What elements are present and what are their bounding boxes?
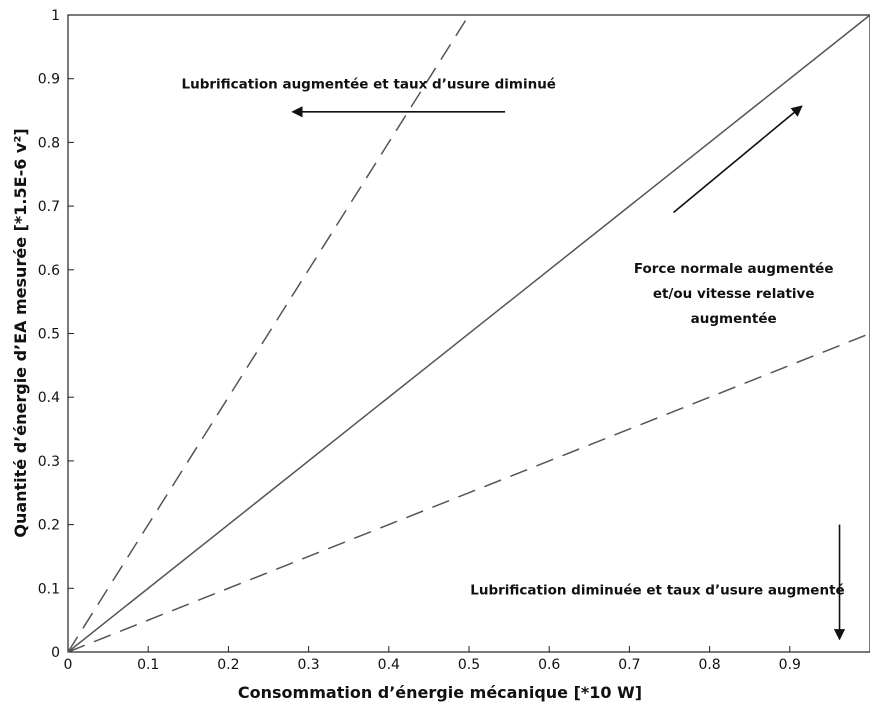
x-axis: 0 0.1 0.2 0.3 0.4 0.5 0.6 0.7 0.8 0.9 bbox=[64, 646, 801, 673]
dashed-series-line bbox=[67, 332, 870, 653]
x-tick-label: 0.7 bbox=[618, 657, 640, 673]
arrow bbox=[672, 105, 803, 214]
annotation-line: Lubrification diminuée et taux d’usure a… bbox=[470, 583, 844, 599]
y-axis-label: Quantité d’énergie d’EA mesurée [*1.5E-6… bbox=[11, 128, 30, 537]
annotation-line: et/ou vitesse relative bbox=[653, 286, 815, 302]
y-tick-label: 0.9 bbox=[38, 72, 60, 88]
annotation-line: Force normale augmentée bbox=[634, 261, 834, 277]
y-tick-label: 0.8 bbox=[38, 135, 60, 151]
annotation-text: Lubrification augmentée et taux d’usure … bbox=[182, 76, 556, 92]
y-tick-label: 0.7 bbox=[38, 199, 60, 215]
y-tick-label: 0.3 bbox=[38, 454, 60, 470]
y-tick-label: 1 bbox=[51, 8, 60, 24]
x-tick-label: 0 bbox=[64, 657, 73, 673]
y-tick-label: 0.5 bbox=[38, 327, 60, 343]
x-tick-label: 0.3 bbox=[297, 657, 319, 673]
y-tick-label: 0.6 bbox=[38, 263, 60, 279]
x-tick-label: 0.2 bbox=[217, 657, 239, 673]
y-tick-label: 0.1 bbox=[38, 581, 60, 597]
annotation-text: Force normale augmentée et/ou vitesse rel… bbox=[634, 261, 834, 327]
annotation-layer: Lubrification augmentée et taux d’usure … bbox=[182, 76, 845, 598]
y-tick-label: 0.4 bbox=[38, 390, 60, 406]
y-tick-label: 0 bbox=[51, 645, 60, 661]
x-tick-label: 0.9 bbox=[779, 657, 801, 673]
annotation-line: augmentée bbox=[691, 311, 777, 327]
x-tick-label: 0.6 bbox=[538, 657, 560, 673]
y-axis: 0 0.1 0.2 0.3 0.4 0.5 0.6 0.7 0.8 0.9 1 bbox=[38, 8, 74, 661]
series-layer bbox=[67, 14, 870, 653]
y-tick-label: 0.2 bbox=[38, 518, 60, 534]
x-tick-label: 0.5 bbox=[458, 657, 480, 673]
annotation-text: Lubrification diminuée et taux d’usure a… bbox=[470, 583, 844, 599]
solid-series-line bbox=[67, 14, 870, 653]
annotation-line: Lubrification augmentée et taux d’usure … bbox=[182, 76, 556, 92]
x-tick-label: 0.4 bbox=[378, 657, 400, 673]
x-tick-label: 0.1 bbox=[137, 657, 159, 673]
x-axis-label: Consommation d’énergie mécanique [*10 W] bbox=[238, 683, 642, 702]
x-tick-label: 0.8 bbox=[698, 657, 720, 673]
dashed-series-line bbox=[67, 14, 470, 653]
arrow-layer bbox=[291, 105, 846, 641]
